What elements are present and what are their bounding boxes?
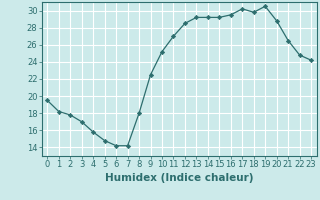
X-axis label: Humidex (Indice chaleur): Humidex (Indice chaleur) bbox=[105, 173, 253, 183]
